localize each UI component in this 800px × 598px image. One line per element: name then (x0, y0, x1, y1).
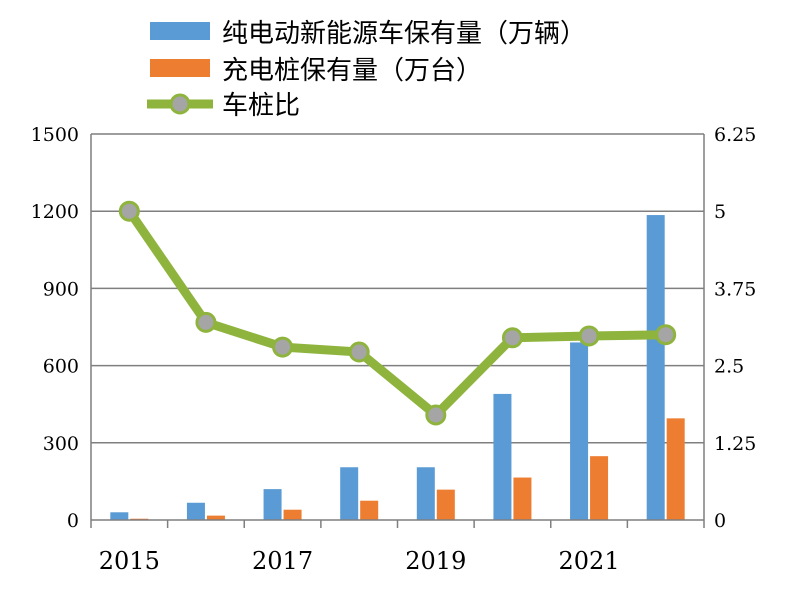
right-tick-label: 1.25 (714, 433, 756, 455)
left-tick-label: 600 (43, 356, 79, 378)
legend: 纯电动新能源车保有量（万辆） 充电桩保有量（万台） 车桩比 (147, 19, 586, 121)
legend-item-chargers: 充电桩保有量（万台） (150, 56, 482, 86)
left-tick-label: 900 (43, 278, 79, 300)
legend-swatch-bev (150, 22, 210, 40)
legend-label-bev: 纯电动新能源车保有量（万辆） (222, 19, 586, 49)
ratio-point (118, 200, 140, 222)
right-tick-label: 0 (714, 510, 726, 532)
grid (91, 133, 704, 444)
bar-chargers (206, 515, 225, 520)
ratio-point (272, 336, 294, 358)
bar-chargers (590, 456, 609, 520)
axes: 0 300 600 900 1200 1500 0 1.25 2.5 3.75 5 6.25 2015 2… (31, 124, 757, 575)
ratio-point (348, 341, 370, 363)
legend-item-ratio: 车桩比 (147, 91, 300, 121)
left-tick-label: 300 (43, 433, 79, 455)
bar-bev (416, 467, 435, 520)
ratio-point (578, 325, 600, 347)
bar-chargers (666, 418, 685, 520)
x-tick-label: 2017 (252, 547, 313, 575)
right-tick-label: 2.5 (714, 356, 744, 378)
bar-chargers (513, 477, 532, 520)
ratio-point (195, 311, 217, 333)
legend-label-chargers: 充电桩保有量（万台） (222, 56, 482, 86)
ratio-point (655, 324, 677, 346)
legend-marker-ratio (169, 93, 191, 115)
right-tick-label: 5 (714, 201, 726, 223)
left-tick-label: 1500 (31, 124, 79, 146)
x-tick-label: 2021 (559, 547, 620, 575)
legend-swatch-chargers (150, 59, 210, 77)
bar-bev (646, 215, 665, 520)
bar-bev (110, 512, 129, 520)
ratio-line (118, 200, 677, 426)
legend-label-ratio: 车桩比 (222, 91, 300, 121)
bars (110, 215, 685, 520)
left-tick-label: 0 (67, 510, 79, 532)
bar-bev (570, 342, 589, 520)
ratio-point (501, 327, 523, 349)
x-tick-label: 2015 (99, 547, 160, 575)
right-tick-label: 6.25 (714, 124, 756, 146)
left-tick-label: 1200 (31, 201, 79, 223)
right-tick-label: 3.75 (714, 278, 756, 300)
legend-item-bev: 纯电动新能源车保有量（万辆） (150, 19, 586, 49)
ratio-line-path (125, 208, 666, 422)
ratio-point (425, 404, 447, 426)
bar-chargers (360, 500, 379, 520)
bar-chargers (283, 509, 302, 520)
bar-bev (186, 502, 205, 520)
bar-chargers (436, 489, 455, 520)
bar-bev (263, 489, 282, 520)
bar-bev (340, 467, 359, 520)
bar-bev (493, 393, 512, 520)
x-tick-label: 2019 (405, 547, 466, 575)
